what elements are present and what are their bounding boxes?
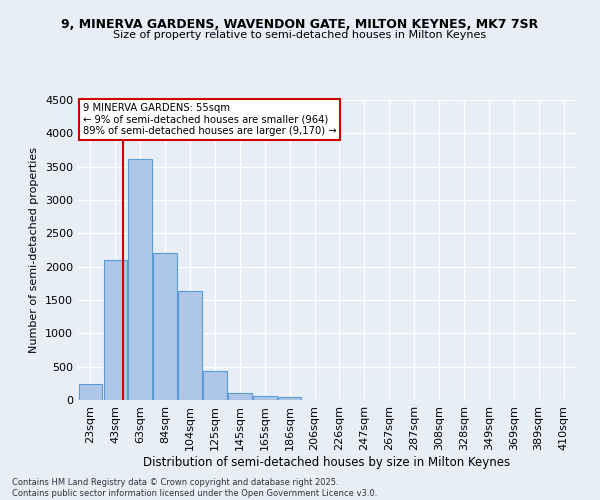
Text: 9 MINERVA GARDENS: 55sqm
← 9% of semi-detached houses are smaller (964)
89% of s: 9 MINERVA GARDENS: 55sqm ← 9% of semi-de… <box>83 103 337 136</box>
Bar <box>104 260 127 400</box>
Y-axis label: Number of semi-detached properties: Number of semi-detached properties <box>29 147 40 353</box>
Bar <box>79 384 102 400</box>
Text: Size of property relative to semi-detached houses in Milton Keynes: Size of property relative to semi-detach… <box>113 30 487 40</box>
Bar <box>253 396 277 400</box>
Bar <box>128 158 152 400</box>
Bar <box>228 393 251 400</box>
X-axis label: Distribution of semi-detached houses by size in Milton Keynes: Distribution of semi-detached houses by … <box>143 456 511 468</box>
Bar <box>203 370 227 400</box>
Bar <box>278 398 301 400</box>
Bar <box>154 254 177 400</box>
Text: Contains HM Land Registry data © Crown copyright and database right 2025.
Contai: Contains HM Land Registry data © Crown c… <box>12 478 377 498</box>
Text: 9, MINERVA GARDENS, WAVENDON GATE, MILTON KEYNES, MK7 7SR: 9, MINERVA GARDENS, WAVENDON GATE, MILTO… <box>61 18 539 30</box>
Bar <box>178 292 202 400</box>
